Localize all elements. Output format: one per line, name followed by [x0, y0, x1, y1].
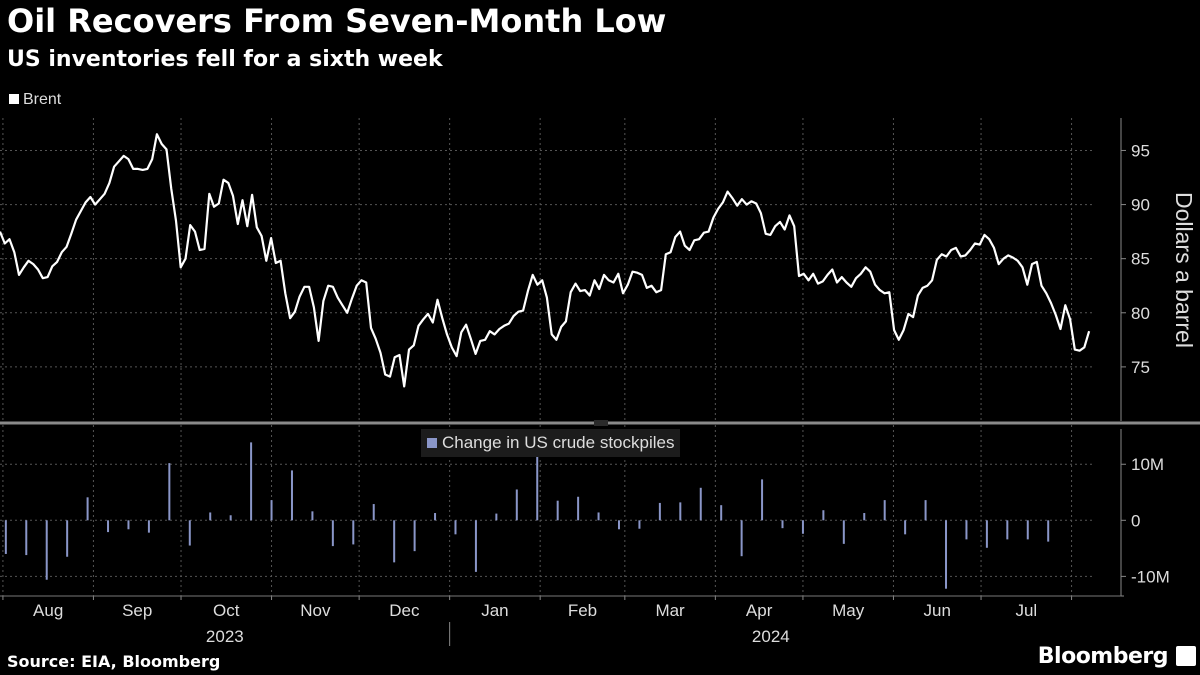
stockpile-bar: [699, 487, 702, 521]
x-tick-label-oct: Oct: [213, 601, 240, 620]
y-tick-label-80: 80: [1131, 304, 1150, 323]
stockpile-bar: [617, 520, 620, 530]
source-note: Source: EIA, Bloomberg: [7, 652, 221, 671]
x-tick-label-feb: Feb: [568, 601, 597, 620]
stockpile-bar: [66, 520, 69, 557]
x-tick-label-aug: Aug: [33, 601, 63, 620]
stockpile-bar: [352, 520, 355, 545]
y-tick-label-75: 75: [1131, 358, 1150, 377]
x-tick-label-jan: Jan: [481, 601, 508, 620]
chart-title: Oil Recovers From Seven-Month Low: [7, 2, 667, 40]
stockpile-bar: [781, 520, 784, 529]
stockpile-bar: [658, 502, 661, 521]
stockpile-bar: [556, 500, 559, 521]
x-tick-label-dec: Dec: [389, 601, 420, 620]
x-tick-label-jun: Jun: [924, 601, 951, 620]
stockpile-bar: [863, 513, 866, 521]
stockpile-bar: [393, 520, 396, 563]
stockpile-bar: [904, 520, 907, 535]
year-label-2023: 2023: [206, 627, 244, 646]
x-tick-label-nov: Nov: [300, 601, 331, 620]
stockpile-bar: [147, 520, 150, 533]
stockpile-bar: [638, 520, 641, 529]
stockpile-bar: [4, 520, 7, 554]
stockpile-bar: [597, 512, 600, 521]
stockpile-bar: [822, 510, 825, 521]
y-tick-label-85: 85: [1131, 250, 1150, 269]
x-tick-label-apr: Apr: [746, 601, 773, 620]
x-tick-label-mar: Mar: [655, 601, 685, 620]
stockpile-bar: [495, 513, 498, 521]
stockpile-bar: [127, 520, 130, 530]
stockpile-bar: [474, 520, 477, 572]
legend-brent-label: Brent: [23, 91, 62, 108]
stockpile-bar: [1006, 520, 1009, 540]
y-tick-label-90: 90: [1131, 196, 1150, 215]
stockpile-bar: [168, 463, 171, 521]
stockpile-bar: [311, 511, 314, 521]
legend-stockpiles: Change in US crude stockpiles: [421, 429, 681, 457]
legend-stockpiles-swatch: [427, 438, 437, 448]
stockpile-bar: [945, 520, 948, 589]
stockpile-bar: [107, 520, 110, 533]
stockpile-bar: [290, 470, 293, 521]
stockpile-bar: [720, 505, 723, 521]
stockpile-bar: [372, 504, 375, 521]
stockpile-bar: [740, 520, 743, 557]
stockpile-bar: [25, 520, 28, 556]
x-tick-label-sep: Sep: [122, 601, 152, 620]
x-tick-label-jul: Jul: [1015, 601, 1037, 620]
stockpile-bar: [434, 513, 437, 521]
stockpile-bar: [45, 520, 48, 580]
stockpile-bar: [188, 520, 191, 546]
chart-subtitle: US inventories fell for a sixth week: [7, 47, 443, 72]
legend-brent: Brent: [9, 91, 61, 109]
stockpile-bar: [761, 479, 764, 521]
stockpile-bar: [209, 512, 212, 521]
stockpile-bar: [536, 453, 539, 521]
stockpile-bar: [1026, 520, 1029, 540]
legend-brent-swatch: [9, 94, 19, 104]
bloomberg-chart-icon: [1176, 646, 1196, 666]
y-axis-title: Dollars a barrel: [1171, 192, 1197, 348]
stockpile-bar: [413, 520, 416, 552]
stockpile-bar: [883, 500, 886, 521]
stockpile-bar: [454, 520, 457, 535]
stockpile-bar: [924, 500, 927, 521]
y-tick-label-95: 95: [1131, 141, 1150, 160]
stockpile-bar: [86, 497, 89, 521]
stockpile-bar: [577, 496, 580, 521]
stockpile-bar: [985, 520, 988, 548]
y-tick-label-stockpiles: 10M: [1131, 455, 1164, 474]
panel-divider-handle: [594, 420, 608, 426]
stockpile-bar: [270, 500, 273, 521]
bloomberg-logo: Bloomberg: [1037, 644, 1169, 669]
stockpile-bar: [1047, 520, 1050, 542]
legend-stockpiles-label: Change in US crude stockpiles: [442, 433, 675, 452]
stockpile-bar: [679, 502, 682, 521]
stockpile-bar: [250, 442, 253, 521]
y-tick-label-stockpiles: 0: [1131, 511, 1140, 530]
stockpile-bar: [965, 520, 968, 540]
stockpile-bar: [801, 520, 804, 534]
x-tick-label-may: May: [832, 601, 865, 620]
stockpile-bar: [842, 520, 845, 544]
stockpile-bar: [331, 520, 334, 547]
brent-price-line: [0, 133, 1091, 388]
stockpile-bar: [515, 489, 518, 521]
y-tick-label-stockpiles: -10M: [1131, 567, 1170, 586]
year-label-2024: 2024: [752, 627, 790, 646]
stockpile-bar: [229, 515, 232, 521]
